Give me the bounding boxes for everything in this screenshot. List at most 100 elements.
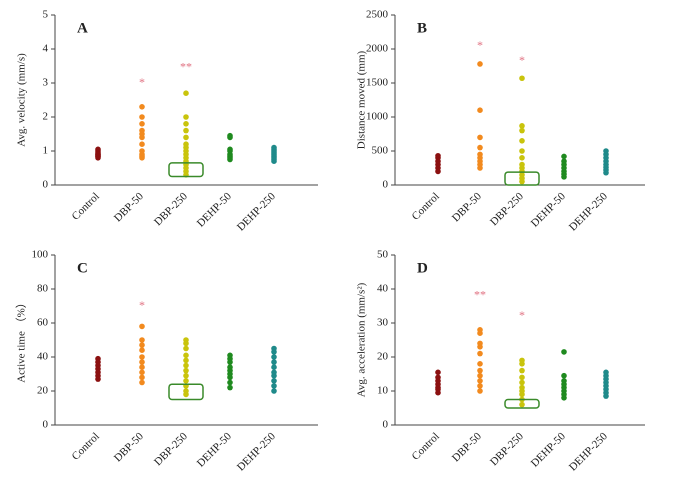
- dot: [227, 146, 233, 153]
- highlight-box: [168, 383, 204, 401]
- dot: [139, 364, 145, 371]
- dot: [519, 367, 525, 374]
- dot: [183, 141, 189, 147]
- x-tick-label: DBP-50: [450, 190, 484, 224]
- dot: [561, 158, 567, 164]
- y-tick-label: 1: [43, 145, 49, 157]
- dot: [519, 127, 525, 134]
- y-tick-label: 500: [372, 145, 389, 157]
- dot: [139, 323, 145, 330]
- dot: [139, 121, 145, 127]
- x-tick-label: DBP-50: [112, 190, 146, 224]
- x-tick-label: DBP-250: [488, 430, 526, 468]
- y-axis-label: Active time （%）: [15, 297, 28, 383]
- dot: [477, 361, 483, 367]
- dot: [603, 148, 609, 154]
- dot: [519, 379, 525, 386]
- dot: [519, 401, 525, 408]
- y-tick-label: 5: [43, 9, 49, 21]
- dot: [139, 337, 145, 343]
- dot: [519, 123, 525, 129]
- highlight-box: [504, 171, 540, 186]
- dot: [139, 342, 145, 348]
- dot: [183, 134, 189, 141]
- dot: [183, 357, 189, 364]
- dot: [227, 132, 233, 139]
- y-tick-label: 2000: [366, 43, 389, 55]
- significance-mark: **: [474, 288, 486, 302]
- y-tick-label: 0: [43, 179, 49, 191]
- dot: [435, 152, 441, 159]
- dot: [477, 372, 483, 379]
- dot: [183, 90, 189, 96]
- dot: [477, 340, 483, 347]
- y-tick-label: 10: [377, 385, 389, 397]
- y-tick-label: 2: [43, 111, 49, 123]
- dot: [183, 378, 189, 384]
- dot: [477, 378, 483, 384]
- y-tick-label: 20: [37, 385, 49, 397]
- dot: [271, 364, 277, 371]
- x-tick-label: DEHP-250: [567, 190, 610, 233]
- panel-label: C: [77, 260, 88, 276]
- dot: [183, 362, 189, 369]
- dot: [183, 388, 189, 394]
- dot: [561, 349, 567, 355]
- dot: [139, 148, 145, 154]
- y-tick-label: 50: [377, 249, 389, 261]
- dot: [271, 144, 277, 151]
- dot: [271, 388, 277, 394]
- dot: [477, 134, 483, 141]
- y-tick-label: 20: [377, 351, 389, 363]
- dot: [561, 378, 567, 384]
- dot: [477, 107, 483, 113]
- dot: [519, 155, 525, 161]
- y-tick-label: 80: [37, 283, 49, 295]
- x-tick-label: Control: [70, 430, 102, 462]
- dot: [435, 374, 441, 381]
- dot: [139, 359, 145, 365]
- x-tick-label: DBP-250: [152, 430, 190, 468]
- dot: [561, 372, 567, 379]
- x-tick-label: DEHP-50: [529, 430, 569, 470]
- dot: [139, 354, 145, 360]
- x-tick-label: DEHP-250: [235, 430, 278, 473]
- dot: [139, 104, 145, 110]
- x-tick-label: DBP-50: [112, 430, 146, 464]
- dot: [271, 369, 277, 376]
- dot: [95, 153, 101, 159]
- highlight-box: [168, 162, 204, 178]
- y-tick-label: 100: [32, 249, 49, 261]
- dot: [183, 345, 189, 352]
- dot: [561, 153, 567, 160]
- dot: [477, 367, 483, 374]
- y-tick-label: 40: [377, 283, 389, 295]
- dot: [95, 146, 101, 153]
- dot: [477, 383, 483, 389]
- dot: [477, 61, 483, 67]
- x-tick-label: Control: [410, 190, 442, 222]
- dot: [519, 374, 525, 381]
- dot: [227, 364, 233, 371]
- x-tick-label: Control: [410, 430, 442, 462]
- significance-mark: *: [139, 298, 145, 312]
- dot: [603, 369, 609, 376]
- dot: [271, 383, 277, 389]
- dot: [139, 369, 145, 376]
- dot: [183, 372, 189, 379]
- dot: [183, 121, 189, 127]
- x-tick-label: Control: [70, 190, 102, 222]
- dot: [183, 367, 189, 374]
- y-axis-label: Distance moved (mm): [356, 50, 368, 149]
- panel-label: A: [77, 20, 88, 36]
- x-tick-label: DEHP-250: [567, 430, 610, 473]
- panel-label: D: [417, 260, 428, 276]
- significance-mark: *: [519, 308, 525, 322]
- dot: [519, 148, 525, 154]
- y-tick-label: 30: [377, 317, 389, 329]
- dot: [271, 359, 277, 365]
- dot: [519, 138, 525, 144]
- dot: [519, 384, 525, 391]
- y-tick-label: 2500: [366, 9, 389, 21]
